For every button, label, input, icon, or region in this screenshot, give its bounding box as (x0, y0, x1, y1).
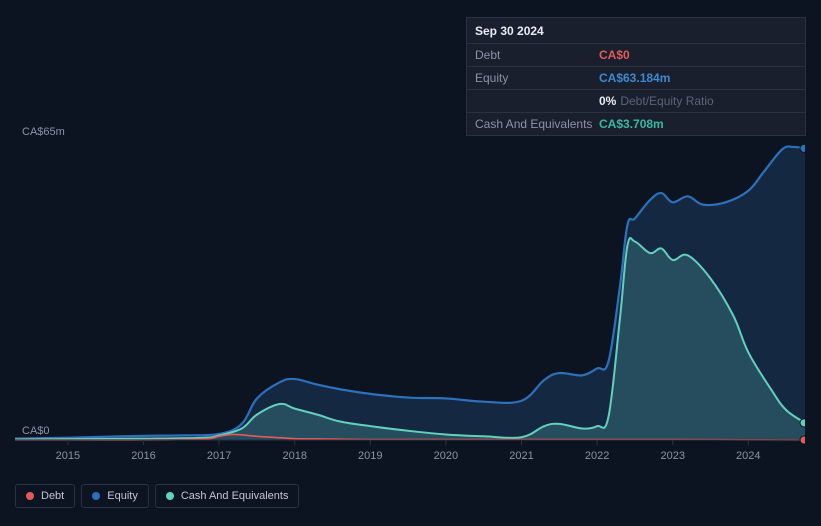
tooltip-row-value: CA$0 (599, 48, 630, 62)
chart-plot (15, 140, 805, 450)
tooltip-row-label: Cash And Equivalents (475, 117, 599, 131)
x-axis-label: 2022 (585, 450, 609, 462)
legend-swatch (92, 492, 100, 500)
x-axis-label: 2019 (358, 450, 382, 462)
x-axis-label: 2021 (509, 450, 533, 462)
x-axis-label: 2017 (207, 450, 231, 462)
x-axis-label: 2018 (282, 450, 306, 462)
tooltip-row-label (475, 94, 599, 108)
tooltip-row: DebtCA$0 (467, 44, 805, 67)
x-axis-label: 2015 (56, 450, 80, 462)
tooltip-row-label: Debt (475, 48, 599, 62)
tooltip-date: Sep 30 2024 (467, 18, 805, 44)
chart-tooltip: Sep 30 2024 DebtCA$0EquityCA$63.184m0%De… (466, 17, 806, 136)
legend-label: Cash And Equivalents (181, 490, 289, 502)
x-axis-label: 2023 (660, 450, 684, 462)
legend-item-debt[interactable]: Debt (15, 484, 75, 508)
legend-item-cash[interactable]: Cash And Equivalents (155, 484, 300, 508)
legend-label: Equity (107, 490, 138, 502)
end-marker-debt (800, 436, 805, 444)
legend-item-equity[interactable]: Equity (81, 484, 149, 508)
x-axis-label: 2020 (434, 450, 458, 462)
tooltip-row: Cash And EquivalentsCA$3.708m (467, 113, 805, 135)
tooltip-row-value: CA$63.184m (599, 71, 670, 85)
legend-label: Debt (41, 490, 64, 502)
y-axis-max-label: CA$65m (22, 126, 65, 138)
tooltip-row: 0%Debt/Equity Ratio (467, 90, 805, 113)
financials-chart: Sep 30 2024 DebtCA$0EquityCA$63.184m0%De… (0, 0, 821, 526)
tooltip-row-label: Equity (475, 71, 599, 85)
legend-swatch (166, 492, 174, 500)
tooltip-row: EquityCA$63.184m (467, 67, 805, 90)
x-axis-label: 2016 (131, 450, 155, 462)
chart-legend: Debt Equity Cash And Equivalents (15, 484, 299, 508)
legend-swatch (26, 492, 34, 500)
end-marker-cash (800, 419, 805, 427)
tooltip-row-value: CA$3.708m (599, 117, 664, 131)
end-marker-equity (800, 144, 805, 152)
tooltip-row-value: 0%Debt/Equity Ratio (599, 94, 714, 108)
x-axis-label: 2024 (736, 450, 760, 462)
